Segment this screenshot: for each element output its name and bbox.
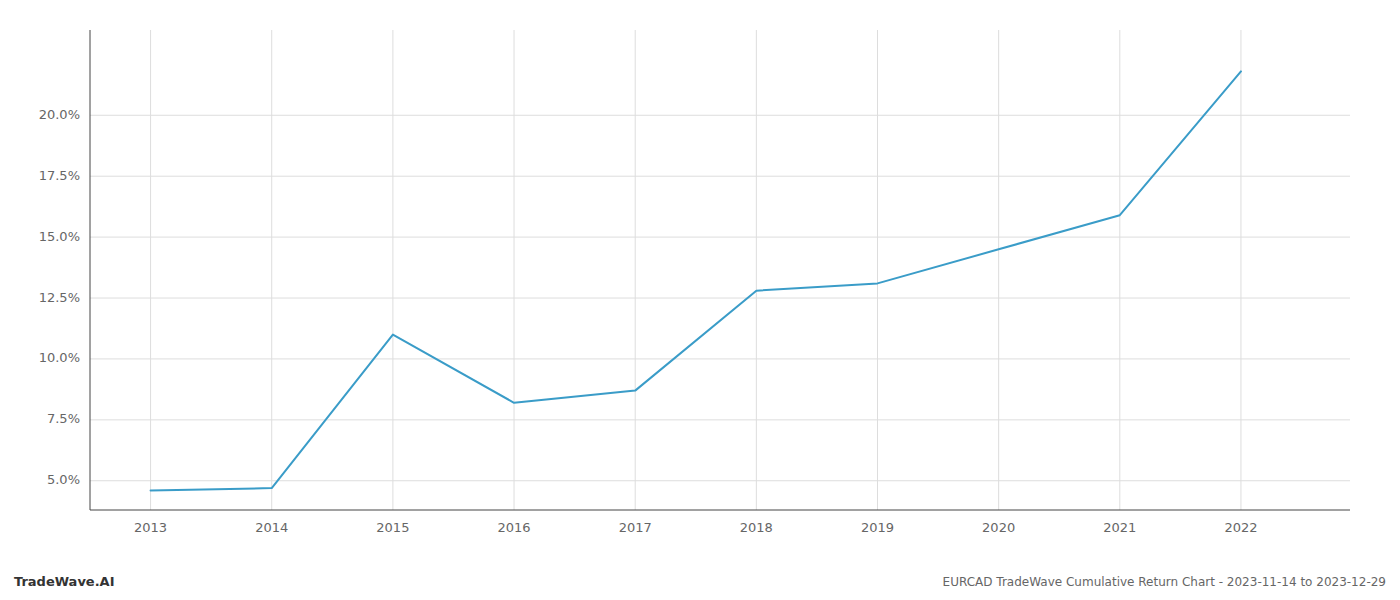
y-grid-line — [90, 298, 1350, 299]
y-grid-line — [90, 237, 1350, 238]
x-grid-line — [271, 30, 272, 510]
y-grid-line — [90, 176, 1350, 177]
x-grid-line — [1240, 30, 1241, 510]
y-tick-label: 7.5% — [47, 411, 80, 426]
y-tick-label: 10.0% — [39, 350, 80, 365]
x-grid-line — [756, 30, 757, 510]
y-grid-line — [90, 115, 1350, 116]
chart-svg: 5.0% 7.5% 10.0% 12.5% 15.0% 17.5% 20.0% 2013 201… — [0, 0, 1400, 600]
plot-area — [151, 71, 1241, 490]
y-tick-label: 15.0% — [39, 229, 80, 244]
x-grid-line — [514, 30, 515, 510]
data-line — [151, 71, 1241, 490]
x-grid-line — [150, 30, 151, 510]
grid — [90, 30, 1350, 510]
x-tick-label: 2019 — [861, 520, 894, 535]
x-tick-label: 2016 — [497, 520, 530, 535]
x-tick-label: 2021 — [1103, 520, 1136, 535]
axes: 5.0% 7.5% 10.0% 12.5% 15.0% 17.5% 20.0% 2013 201… — [39, 30, 1350, 535]
y-tick-label: 12.5% — [39, 290, 80, 305]
y-tick-label: 20.0% — [39, 107, 80, 122]
y-grid-line — [90, 419, 1350, 420]
x-tick-label: 2017 — [619, 520, 652, 535]
x-tick-label: 2022 — [1224, 520, 1257, 535]
chart-title: EURCAD TradeWave Cumulative Return Chart… — [943, 575, 1386, 589]
y-grid-line — [90, 358, 1350, 359]
x-tick-label: 2020 — [982, 520, 1015, 535]
y-axis-line — [90, 30, 91, 510]
x-grid-line — [635, 30, 636, 510]
x-tick-label: 2013 — [134, 520, 167, 535]
x-grid-line — [392, 30, 393, 510]
x-axis-line — [90, 510, 1350, 511]
x-tick-label: 2014 — [255, 520, 288, 535]
y-tick-label: 5.0% — [47, 472, 80, 487]
x-grid-line — [998, 30, 999, 510]
chart-container: 5.0% 7.5% 10.0% 12.5% 15.0% 17.5% 20.0% 2013 201… — [0, 0, 1400, 600]
x-grid-line — [1119, 30, 1120, 510]
y-tick-label: 17.5% — [39, 168, 80, 183]
x-tick-label: 2015 — [376, 520, 409, 535]
x-grid-line — [877, 30, 878, 510]
x-tick-label: 2018 — [740, 520, 773, 535]
watermark: TradeWave.AI — [14, 574, 115, 589]
